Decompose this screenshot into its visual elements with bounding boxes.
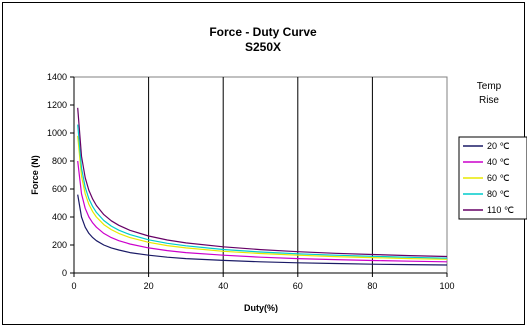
series-line-3	[77, 135, 448, 260]
x-tick-label: 60	[293, 281, 303, 291]
legend: 20 ℃ 40 ℃ 60 ℃ 80 ℃ 110 ℃	[458, 136, 527, 220]
series-lines	[77, 107, 448, 266]
legend-title-line2: Rise	[479, 95, 499, 106]
x-tick-label: 20	[144, 281, 154, 291]
y-axis-label: Force (N)	[30, 155, 40, 195]
series-line-5	[77, 107, 448, 258]
series-line-1	[77, 194, 448, 266]
y-tick-label: 800	[52, 156, 67, 166]
x-tick-label: 80	[367, 281, 377, 291]
x-axis-ticks: 0 20 40 60 80 100	[71, 273, 455, 291]
series-line-4	[77, 124, 448, 259]
legend-label-3: 60 ℃	[487, 173, 510, 183]
series-line-2	[77, 160, 448, 263]
y-axis-ticks: 0 200 400 600 800 1000 1200 1400	[47, 72, 74, 278]
x-tick-label: 40	[218, 281, 228, 291]
y-tick-label: 1200	[47, 100, 67, 110]
plot-area	[73, 76, 448, 274]
y-tick-label: 200	[52, 240, 67, 250]
legend-title-line1: Temp	[477, 81, 502, 92]
legend-label-5: 110 ℃	[487, 205, 514, 215]
legend-label-4: 80 ℃	[487, 189, 510, 199]
chart-title: Force - Duty Curve	[209, 25, 317, 39]
y-tick-label: 1400	[47, 72, 67, 82]
gridlines	[148, 77, 373, 273]
chart-subtitle: S250X	[245, 40, 281, 54]
legend-items: 20 ℃ 40 ℃ 60 ℃ 80 ℃ 110 ℃	[463, 141, 514, 215]
y-tick-label: 0	[62, 268, 67, 278]
legend-label-1: 20 ℃	[487, 141, 510, 151]
y-tick-label: 600	[52, 184, 67, 194]
y-tick-label: 400	[52, 212, 67, 222]
x-axis-label: Duty(%)	[244, 303, 278, 313]
y-tick-label: 1000	[47, 128, 67, 138]
x-tick-label: 100	[439, 281, 454, 291]
legend-label-2: 40 ℃	[487, 157, 510, 167]
x-tick-label: 0	[71, 281, 76, 291]
